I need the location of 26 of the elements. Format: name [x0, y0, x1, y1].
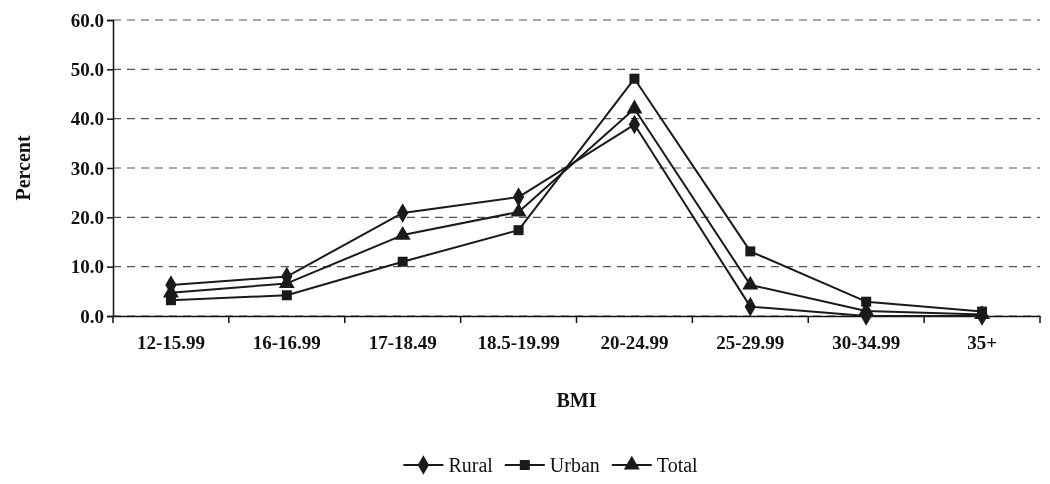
y-tick-label: 10.0	[70, 256, 104, 278]
y-axis-title: Percent	[12, 135, 34, 201]
legend-label: Urban	[549, 454, 600, 476]
legend-label: Total	[656, 454, 699, 476]
y-tick-label: 40.0	[70, 108, 104, 130]
x-tick-label: 12-15.99	[136, 332, 205, 354]
point	[513, 225, 524, 236]
x-tick-label: 20-24.99	[600, 332, 669, 354]
point	[281, 290, 292, 301]
x-tick-label: 18.5-19.99	[477, 332, 560, 354]
x-tick-label: 30-34.99	[832, 332, 901, 354]
point	[861, 296, 872, 307]
x-tick-label: 35+	[967, 332, 997, 354]
x-tick-label: 16-16.99	[252, 332, 321, 354]
y-tick-label: 0.0	[80, 305, 104, 327]
x-axis-title: BMI	[556, 389, 597, 411]
y-tick-label: 50.0	[70, 58, 104, 80]
x-tick-label: 17-18.49	[368, 332, 437, 354]
y-tick-label: 60.0	[70, 9, 104, 31]
point	[397, 256, 408, 267]
y-tick-label: 20.0	[70, 206, 104, 228]
legend-label: Rural	[448, 454, 494, 476]
x-tick-label: 25-29.99	[716, 332, 785, 354]
point	[629, 73, 640, 84]
point	[745, 246, 756, 257]
y-tick-label: 30.0	[70, 157, 104, 179]
